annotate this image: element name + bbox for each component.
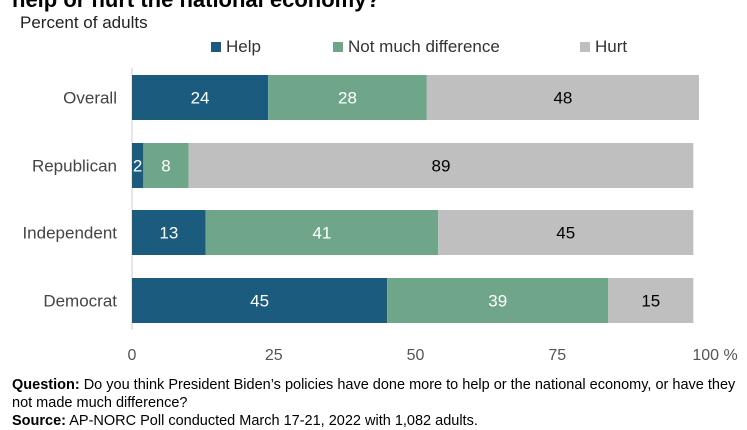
chart-subtitle: Percent of adults	[20, 13, 148, 32]
bar-independent-help	[132, 210, 206, 255]
x-tick-label-100: 100 %	[692, 347, 737, 364]
x-tick-label-50: 50	[407, 347, 425, 364]
x-tick-label-25: 25	[265, 347, 283, 364]
question-text: Do you think President Biden’s policies …	[12, 377, 736, 411]
x-tick-label-75: 75	[548, 347, 566, 364]
data-label-democrat-help: 45	[250, 292, 269, 311]
question-note: Question: Do you think President Biden’s…	[12, 376, 742, 412]
source-note: Source: AP-NORC Poll conducted March 17-…	[12, 412, 742, 430]
data-label-independent-hurt: 45	[556, 224, 575, 243]
data-label-overall-help: 24	[191, 89, 210, 108]
data-label-overall-hurt: 48	[553, 89, 572, 108]
bar-democrat-help	[132, 278, 388, 323]
legend-label-not-much-difference: Not much difference	[348, 37, 500, 56]
chart-title: help or hurt the national economy?	[12, 0, 380, 13]
data-label-republican-help: 2	[133, 157, 142, 176]
data-label-republican-not-much-difference: 8	[161, 157, 170, 176]
bar-republican-help	[132, 143, 144, 188]
legend-item-help: Help	[211, 37, 261, 57]
bar-republican-hurt	[188, 143, 694, 188]
legend: Help Not much difference Hurt	[0, 37, 747, 59]
source-label: Source:	[12, 413, 66, 429]
data-label-independent-help: 13	[159, 224, 178, 243]
data-label-independent-not-much-difference: 41	[312, 224, 331, 243]
footer-notes: Question: Do you think President Biden’s…	[12, 376, 742, 430]
category-label-democrat: Democrat	[43, 292, 117, 311]
legend-item-not-much-difference: Not much difference	[333, 37, 500, 57]
bar-overall-hurt	[426, 75, 699, 120]
data-label-overall-not-much-difference: 28	[338, 89, 357, 108]
question-label: Question:	[12, 377, 80, 393]
legend-label-help: Help	[226, 37, 261, 56]
bar-overall-help	[132, 75, 269, 120]
bar-overall-not-much-difference	[268, 75, 427, 120]
data-label-republican-hurt: 89	[432, 157, 451, 176]
stacked-bar-chart: Overall 24 28 48 Republican 2 8 89 Independent 13…	[22, 68, 738, 364]
legend-swatch-help	[211, 42, 221, 52]
bar-independent-not-much-difference	[205, 210, 439, 255]
category-label-overall: Overall	[63, 89, 117, 108]
bar-democrat-hurt	[608, 278, 694, 323]
bar-independent-hurt	[438, 210, 694, 255]
legend-label-hurt: Hurt	[595, 37, 628, 56]
data-label-democrat-hurt: 15	[641, 292, 660, 311]
source-text: AP-NORC Poll conducted March 17-21, 2022…	[69, 413, 478, 429]
legend-swatch-hurt	[580, 42, 590, 52]
bar-republican-not-much-difference	[143, 143, 189, 188]
data-label-democrat-not-much-difference: 39	[488, 292, 507, 311]
legend-item-hurt: Hurt	[580, 37, 627, 57]
x-tick-label-0: 0	[128, 347, 137, 364]
bar-democrat-not-much-difference	[387, 278, 609, 323]
legend-swatch-not-much-difference	[333, 42, 343, 52]
category-label-republican: Republican	[32, 157, 117, 176]
category-label-independent: Independent	[22, 224, 117, 243]
